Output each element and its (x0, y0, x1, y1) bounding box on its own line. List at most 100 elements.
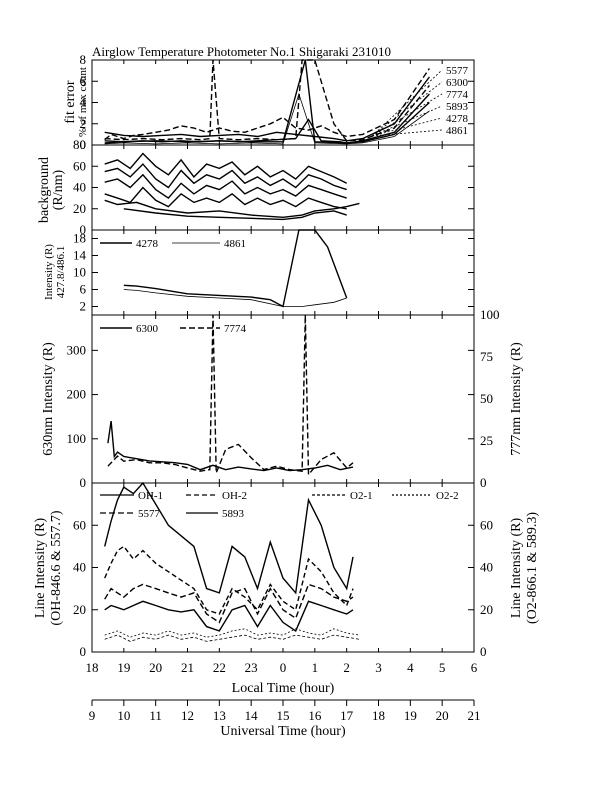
blue_intensity-ytick-label: 6 (80, 282, 87, 297)
universal-time-tick-label: 17 (340, 708, 354, 723)
fit-error-ylabel-1: fit error (63, 80, 78, 123)
local-time-tick-label: 20 (149, 660, 162, 675)
line-ylabel-left-2: (OH-846.6 & 557.7) (49, 510, 64, 625)
universal-time-tick-label: 18 (372, 708, 385, 723)
fit_error-ytick-label: 6 (80, 73, 87, 88)
fit-error-legend-leader (371, 81, 443, 137)
background-ytick-label: 40 (73, 180, 86, 195)
fit_error-series-4278 (104, 59, 430, 144)
local-time-tick-label: 6 (471, 660, 478, 675)
red-ylabel-left: 630nm Intensity (R) (41, 342, 56, 456)
background-ylabel-2: (R/nm) (51, 169, 66, 210)
background-ytick-label: 0 (80, 222, 87, 237)
line_intensity-ytick-label: 40 (73, 560, 86, 575)
background-series-3 (104, 186, 347, 210)
chart-title: Airglow Temperature Photometer No.1 Shig… (92, 44, 391, 59)
line_intensity-series-oh-2 (104, 545, 354, 615)
red_intensity-series-6300 (107, 420, 354, 472)
universal-time-tick-label: 9 (89, 708, 96, 723)
local-time-tick-label: 4 (407, 660, 414, 675)
line-legend-label: 5893 (222, 508, 245, 520)
red_intensity-ytick-right-label: 50 (480, 391, 493, 406)
blue-ylabel-2: 427.8/486.1 (55, 246, 67, 299)
line_intensity-series-5577 (104, 583, 354, 624)
fit-error-legend-leader (371, 69, 443, 137)
fit_error-ytick-label: 0 (80, 137, 87, 152)
fit_error-series-7774 (104, 59, 430, 142)
fit-error-ylabel-2: % of max count (77, 67, 89, 137)
universal-time-tick-label: 11 (149, 708, 162, 723)
universal-time-tick-label: 21 (468, 708, 481, 723)
fit-error-legend-leader (372, 117, 443, 137)
local-time-tick-label: 19 (117, 660, 130, 675)
fit-error-legend-label: 4861 (446, 125, 468, 137)
blue_intensity-ytick-label: 2 (80, 299, 87, 314)
line-legend-label: 5577 (138, 508, 161, 520)
universal-time-tick-label: 10 (117, 708, 130, 723)
red_intensity-ytick-right-label: 25 (480, 433, 493, 448)
local-time-tick-label: 0 (280, 660, 287, 675)
red_intensity-ytick-label: 200 (67, 387, 87, 402)
blue-legend-label: 4861 (224, 238, 246, 250)
line-ylabel-right-2: (O2-866.1 & 589.3) (525, 512, 540, 624)
background-series-0 (104, 152, 348, 184)
universal-time-tick-label: 16 (308, 708, 322, 723)
fit-error-legend-label: 5577 (446, 65, 469, 77)
line_intensity-ytick-right-label: 60 (480, 517, 493, 532)
red_intensity-ytick-label: 100 (67, 431, 87, 446)
red-ylabel-right: 777nm Intensity (R) (509, 342, 524, 456)
local-time-tick-label: 2 (343, 660, 350, 675)
fit-error-legend-label: 7774 (446, 89, 469, 101)
line-legend-label: OH-1 (138, 490, 163, 502)
red-legend-label: 6300 (136, 323, 159, 335)
line_intensity-ytick-label: 60 (73, 517, 86, 532)
blue-legend-label: 4278 (136, 238, 159, 250)
universal-time-label: Universal Time (hour) (220, 724, 346, 739)
line_intensity-ytick-right-label: 0 (480, 644, 487, 659)
universal-time-tick-label: 13 (213, 708, 226, 723)
line_intensity-series-oh-1 (104, 481, 354, 595)
local-time-tick-label: 18 (86, 660, 99, 675)
blue_intensity-ytick-label: 10 (73, 265, 86, 280)
red_intensity-ytick-label: 0 (80, 475, 87, 490)
line_intensity-series-5893 (104, 600, 354, 632)
red_intensity-ytick-label: 300 (67, 342, 87, 357)
blue_intensity-series-4861 (123, 289, 347, 307)
line-ylabel-right-1: Line Intensity (R) (509, 518, 524, 619)
blue-ylabel-1: Intensity (R) (43, 244, 55, 300)
line_intensity-ytick-right-label: 40 (480, 560, 493, 575)
universal-time-tick-label: 20 (436, 708, 449, 723)
local-time-tick-label: 22 (213, 660, 226, 675)
fit_error-ytick-label: 8 (80, 52, 87, 67)
background-ytick-label: 60 (73, 158, 86, 173)
fit_error-series-5577 (104, 68, 430, 141)
line_intensity-series-o2-1 (104, 634, 360, 642)
line_intensity-series-o2-2 (104, 628, 360, 638)
local-time-tick-label: 5 (439, 660, 446, 675)
red_intensity-ytick-right-label: 0 (480, 475, 487, 490)
fit-error-legend-leader (371, 93, 443, 137)
fit-error-legend-label: 5893 (446, 101, 469, 113)
fit-error-legend-leader (371, 105, 443, 137)
line-legend-label: O2-2 (436, 490, 459, 502)
blue_intensity-ytick-label: 14 (73, 248, 87, 263)
universal-time-tick-label: 14 (245, 708, 259, 723)
line-ylabel-left-1: Line Intensity (R) (33, 518, 48, 619)
red_intensity-ytick-right-label: 75 (480, 349, 493, 364)
line_intensity-ytick-right-label: 20 (480, 602, 493, 617)
local-time-tick-label: 3 (375, 660, 382, 675)
background-series-5 (123, 208, 347, 221)
background-series-2 (104, 173, 347, 200)
local-time-tick-label: 23 (245, 660, 258, 675)
chart-marks: 0246802040608026101418010020030002550751… (67, 52, 500, 723)
fit_error-ytick-label: 2 (80, 116, 87, 131)
fit_error-ytick-label: 4 (80, 95, 87, 110)
panel-red-intensity-frame (91, 314, 475, 484)
red_intensity-ytick-right-label: 100 (480, 307, 500, 322)
background-series-1 (104, 163, 347, 191)
line_intensity-ytick-label: 0 (80, 644, 87, 659)
fit-error-legend-label: 6300 (446, 77, 469, 89)
fit_error-series-4861 (104, 92, 430, 145)
background-ylabel-1: background (37, 157, 52, 223)
background-ytick-label: 20 (73, 201, 86, 216)
